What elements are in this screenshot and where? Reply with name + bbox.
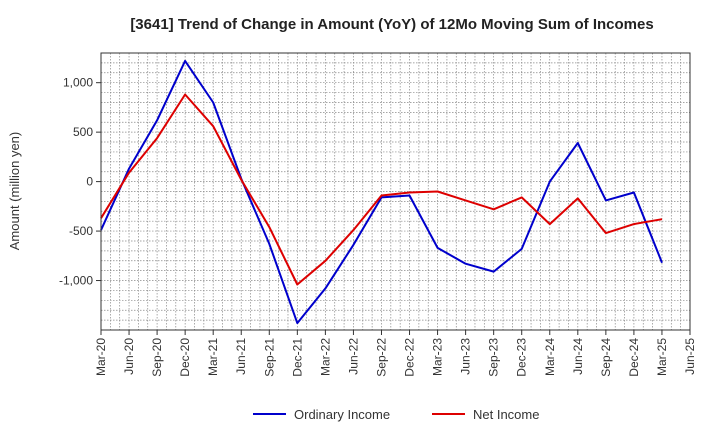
y-tick-label: 1,000 — [63, 76, 93, 90]
x-tick-label: Sep-22 — [374, 338, 388, 377]
y-tick-label: -1,000 — [59, 274, 93, 288]
chart-title: [3641] Trend of Change in Amount (YoY) o… — [130, 16, 653, 33]
plot-frame — [100, 52, 691, 331]
x-tick-label: Sep-23 — [487, 338, 501, 377]
x-tick-label: Sep-24 — [599, 338, 613, 377]
x-tick-label: Jun-20 — [122, 338, 136, 375]
series-lines — [100, 59, 663, 325]
series-line-net-income — [100, 93, 663, 286]
series-line-ordinary-income — [100, 59, 663, 325]
x-tick-label: Sep-21 — [262, 338, 276, 377]
x-tick-label: Mar-24 — [543, 338, 557, 376]
legend: Ordinary Income Net Income — [253, 407, 539, 422]
x-tick-label: Jun-22 — [346, 338, 360, 375]
x-tick-label: Mar-20 — [94, 338, 108, 376]
x-tick-label: Mar-21 — [206, 338, 220, 376]
y-tick-label: -500 — [69, 224, 93, 238]
x-tick-label: Mar-25 — [655, 338, 669, 376]
x-tick-label: Sep-20 — [150, 338, 164, 377]
y-axis-label: Amount (million yen) — [7, 132, 22, 251]
legend-label: Ordinary Income — [294, 407, 390, 422]
x-tick-label: Jun-25 — [683, 338, 697, 375]
x-ticks: Mar-20 Jun-20 Sep-20 Dec-20 Mar-21 Jun-21 Sep-… — [94, 330, 697, 377]
x-tick-label: Jun-21 — [234, 338, 248, 375]
y-tick-label: 500 — [73, 125, 93, 139]
y-tick-label: 0 — [86, 175, 93, 189]
legend-label: Net Income — [473, 407, 539, 422]
x-tick-label: Dec-20 — [178, 338, 192, 377]
y-ticks: -1,000 -500 0 500 1,000 — [59, 76, 101, 288]
x-tick-label: Dec-24 — [627, 338, 641, 377]
x-tick-label: Dec-22 — [403, 338, 417, 377]
x-tick-label: Dec-21 — [290, 338, 304, 377]
x-tick-label: Dec-23 — [515, 338, 529, 377]
x-tick-label: Jun-24 — [571, 338, 585, 375]
x-tick-label: Mar-23 — [431, 338, 445, 376]
x-tick-label: Jun-23 — [459, 338, 473, 375]
x-tick-label: Mar-22 — [318, 338, 332, 376]
